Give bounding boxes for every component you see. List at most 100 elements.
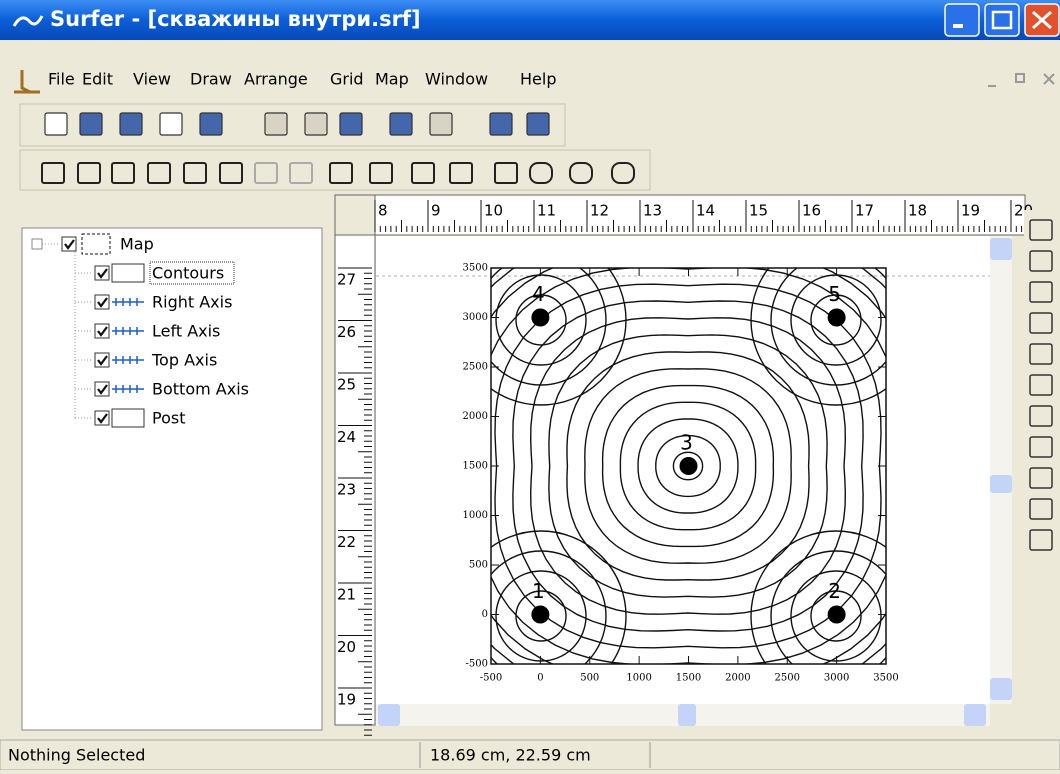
menu-item[interactable]: View: [133, 70, 171, 89]
tool-button[interactable]: [449, 162, 473, 184]
contour-line: [548, 334, 828, 598]
tree-item[interactable]: Left Axis: [152, 322, 220, 341]
tool-button[interactable]: [111, 162, 135, 184]
menu-item[interactable]: Window: [425, 70, 488, 89]
tool-button[interactable]: [183, 162, 207, 184]
toolbar-button[interactable]: [44, 112, 68, 136]
h-scroll-thumb[interactable]: [678, 704, 696, 726]
axis-icon: [112, 327, 144, 335]
toolbar-button[interactable]: [159, 112, 183, 136]
checkbox[interactable]: [94, 294, 110, 310]
map-tool-button[interactable]: [1029, 219, 1053, 241]
h-scroll-left[interactable]: [378, 704, 400, 726]
tree-item[interactable]: Contours: [152, 264, 224, 283]
toolbar-button[interactable]: [429, 112, 453, 136]
tree-item[interactable]: Right Axis: [152, 293, 232, 312]
tool-button[interactable]: [254, 162, 278, 184]
ruler-label: 19: [961, 202, 980, 220]
tree-item[interactable]: Post: [152, 409, 185, 428]
tool-button[interactable]: [494, 162, 518, 184]
map-tool-button[interactable]: [1029, 343, 1053, 365]
toolbar-button[interactable]: [304, 112, 328, 136]
ruler-label: 22: [337, 533, 356, 551]
contour-line: [491, 530, 627, 664]
map-tool-button[interactable]: [1029, 281, 1053, 303]
menu-item[interactable]: Grid: [330, 70, 364, 89]
toolbar-1: [19, 103, 566, 147]
h-scroll-right[interactable]: [964, 704, 986, 726]
checkmark: [97, 297, 108, 308]
tree-item[interactable]: Bottom Axis: [152, 380, 249, 399]
toolbar-button[interactable]: [264, 112, 288, 136]
v-scrollbar[interactable]: [990, 236, 1012, 704]
post-label: 2: [828, 579, 841, 603]
toolbar-button[interactable]: [389, 112, 413, 136]
map-tool-button[interactable]: [1029, 529, 1053, 551]
checkbox[interactable]: [94, 265, 110, 281]
map-tool-button[interactable]: [1029, 374, 1053, 396]
v-scroll-thumb[interactable]: [990, 475, 1012, 493]
tree-item[interactable]: Top Axis: [151, 351, 217, 370]
x-tick-label: 3000: [824, 673, 849, 684]
post-point: [827, 605, 846, 624]
contour-line: [655, 434, 721, 498]
ruler-label: 23: [337, 481, 356, 499]
tool-button[interactable]: [329, 162, 353, 184]
toolbar-button[interactable]: [79, 112, 103, 136]
checkmark: [64, 239, 75, 250]
tree-root[interactable]: Map: [120, 235, 154, 254]
ruler-label: 13: [643, 202, 662, 220]
menu-item[interactable]: Edit: [82, 70, 113, 89]
minimize-glyph: [953, 24, 963, 28]
tool-button[interactable]: [411, 162, 435, 184]
layer-icon: [111, 408, 145, 428]
maximize-button[interactable]: [984, 3, 1020, 37]
map-tool-button[interactable]: [1029, 467, 1053, 489]
menu-item[interactable]: Map: [375, 70, 409, 89]
tool-button[interactable]: [529, 162, 553, 184]
menu-item[interactable]: Arrange: [244, 70, 308, 89]
tool-button[interactable]: [289, 162, 313, 184]
v-scroll-down[interactable]: [990, 678, 1012, 700]
menu-item[interactable]: Help: [520, 70, 556, 89]
toolbar-button[interactable]: [489, 112, 513, 136]
tool-button[interactable]: [41, 162, 65, 184]
tool-button[interactable]: [77, 162, 101, 184]
minimize-button[interactable]: [944, 3, 980, 37]
tool-button[interactable]: [611, 162, 635, 184]
tool-button[interactable]: [369, 162, 393, 184]
title-bar: [0, 0, 1060, 40]
toolbar-button[interactable]: [199, 112, 223, 136]
tool-button[interactable]: [147, 162, 171, 184]
y-tick-label: 500: [469, 560, 488, 571]
menu-item[interactable]: File: [48, 70, 75, 89]
v-scroll-up[interactable]: [990, 238, 1012, 260]
ruler-label: 15: [749, 202, 768, 220]
toolbar-button[interactable]: [119, 112, 143, 136]
map-tool-button[interactable]: [1029, 436, 1053, 458]
map-tool-button[interactable]: [1029, 312, 1053, 334]
toolbar-button[interactable]: [339, 112, 363, 136]
ruler-label: 10: [484, 202, 503, 220]
contour-line: [491, 268, 886, 664]
maximize-glyph: [991, 10, 1013, 30]
menu-item[interactable]: Draw: [190, 70, 232, 89]
checkbox[interactable]: [61, 236, 77, 252]
map-tool-button[interactable]: [1029, 250, 1053, 272]
contour-line: [637, 418, 739, 514]
toolbar-button[interactable]: [526, 112, 550, 136]
checkbox[interactable]: [94, 381, 110, 397]
tool-button[interactable]: [219, 162, 243, 184]
contour-line: [566, 351, 810, 581]
checkbox[interactable]: [94, 352, 110, 368]
checkbox[interactable]: [94, 410, 110, 426]
checkbox[interactable]: [94, 323, 110, 339]
contour-line: [750, 530, 886, 664]
x-tick-label: -500: [480, 673, 502, 684]
ruler-label: 17: [855, 202, 874, 220]
map-tool-button[interactable]: [1029, 498, 1053, 520]
map-tool-button[interactable]: [1029, 405, 1053, 427]
tool-button[interactable]: [569, 162, 593, 184]
